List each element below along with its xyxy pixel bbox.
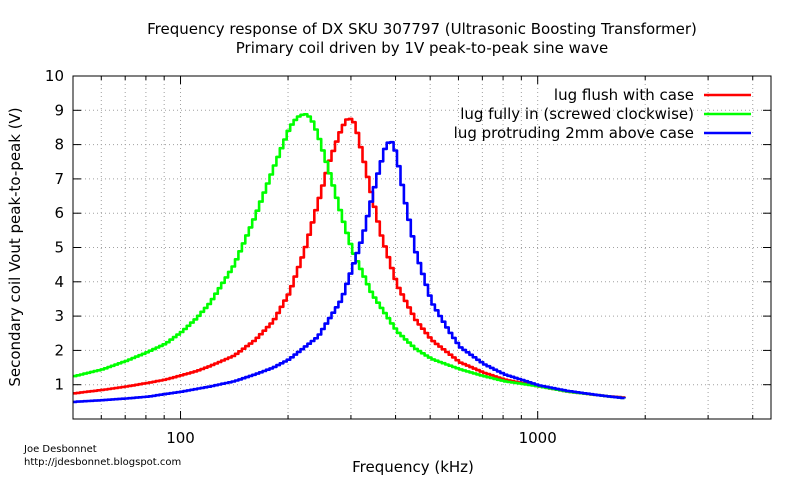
y-tick-label: 2: [54, 341, 64, 359]
series-line-1: [73, 117, 626, 399]
y-tick-label: 5: [54, 239, 64, 257]
y-tick-label: 9: [54, 101, 64, 119]
series-layer: [73, 113, 626, 404]
chart-title: Frequency response of DX SKU 307797 (Ult…: [147, 20, 697, 38]
x-tick-label: 1000: [519, 429, 557, 447]
series-line-2: [73, 113, 626, 400]
credit-url: http://jdesbonnet.blogspot.com: [24, 457, 181, 468]
x-tick-label: 100: [166, 429, 195, 447]
y-tick-label: 10: [45, 67, 64, 85]
chart-subtitle: Primary coil driven by 1V peak-to-peak s…: [236, 39, 608, 57]
y-tick-label: 4: [54, 273, 64, 291]
legend-label: lug fully in (screwed clockwise): [460, 105, 694, 123]
credit-author: Joe Desbonnet: [23, 444, 97, 455]
ticks: 1 2 3 4 5 6 7 8 9 10 100 1000: [45, 67, 771, 447]
y-tick-label: 1: [54, 376, 64, 394]
y-axis-label: Secondary coil Vout peak-to-peak (V): [6, 107, 24, 386]
x-axis-label: Frequency (kHz): [352, 458, 474, 476]
series-line-3: [73, 140, 626, 404]
y-tick-label: 8: [54, 136, 64, 154]
y-tick-label: 6: [54, 204, 64, 222]
y-tick-label: 7: [54, 170, 64, 188]
y-tick-label: 3: [54, 307, 64, 325]
legend-label: lug protruding 2mm above case: [454, 124, 694, 142]
legend-label: lug flush with case: [554, 86, 694, 104]
